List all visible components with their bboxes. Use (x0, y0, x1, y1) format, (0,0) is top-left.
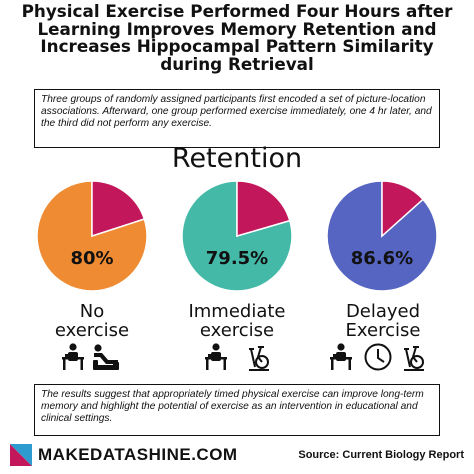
person-relaxing-in-chair-icon (93, 344, 119, 370)
page-title: Physical Exercise Performed Four Hours a… (21, 1, 453, 74)
clock-icon (364, 343, 392, 371)
group-label-line1: Immediate (188, 301, 286, 322)
person-at-desk-icon (62, 343, 84, 370)
brand: MAKEDATASHINE.COM (10, 444, 238, 466)
pie-data-label: 79.5% (206, 248, 268, 269)
group-label-line2: Exercise (345, 320, 421, 341)
group-label-line1: No (79, 301, 105, 322)
pie-2: 79.5% (181, 180, 293, 292)
person-at-desk-icon (205, 343, 227, 370)
group-label-line1: Delayed (345, 301, 421, 322)
conclusion-box: The results suggest that appropriately t… (34, 384, 440, 436)
pie-slice-remainder (381, 180, 425, 238)
exercise-bike-icon (404, 346, 424, 371)
brand-name: MAKEDATASHINE.COM (38, 445, 238, 464)
source-credit: Source: Current Biology Report (298, 449, 464, 461)
pie-data-label: 80% (70, 248, 113, 269)
person-at-desk-icon (330, 343, 352, 370)
pie-1: 80% (36, 180, 148, 292)
group-label-delayed: Delayed Exercise (318, 302, 448, 340)
group-label-immediate: Immediate exercise (172, 302, 302, 340)
group-label-no-exercise: No exercise (28, 302, 156, 340)
pie-3: 86.6% (326, 180, 438, 292)
pie-slice-remainder (91, 180, 146, 238)
group-label-line2: exercise (199, 320, 275, 341)
brand-logo-icon (10, 444, 32, 466)
exercise-bike-icon (249, 346, 269, 371)
pie-slice-remainder (236, 180, 291, 237)
group-label-line2: exercise (54, 320, 130, 341)
pie-data-label: 86.6% (351, 248, 413, 269)
chart-title: Retention (171, 143, 303, 174)
intro-box: Three groups of randomly assigned partic… (34, 89, 440, 148)
